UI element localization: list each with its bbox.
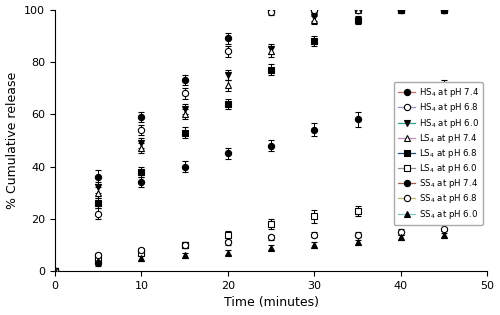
X-axis label: Time (minutes): Time (minutes) [224,296,318,309]
Legend: HS$_4$ at pH 7.4, HS$_4$ at pH 6.8, HS$_4$ at pH 6.0, LS$_4$ at pH 7.4, LS$_4$ a: HS$_4$ at pH 7.4, HS$_4$ at pH 6.8, HS$_… [394,82,483,225]
Y-axis label: % Cumulative release: % Cumulative release [6,72,18,209]
